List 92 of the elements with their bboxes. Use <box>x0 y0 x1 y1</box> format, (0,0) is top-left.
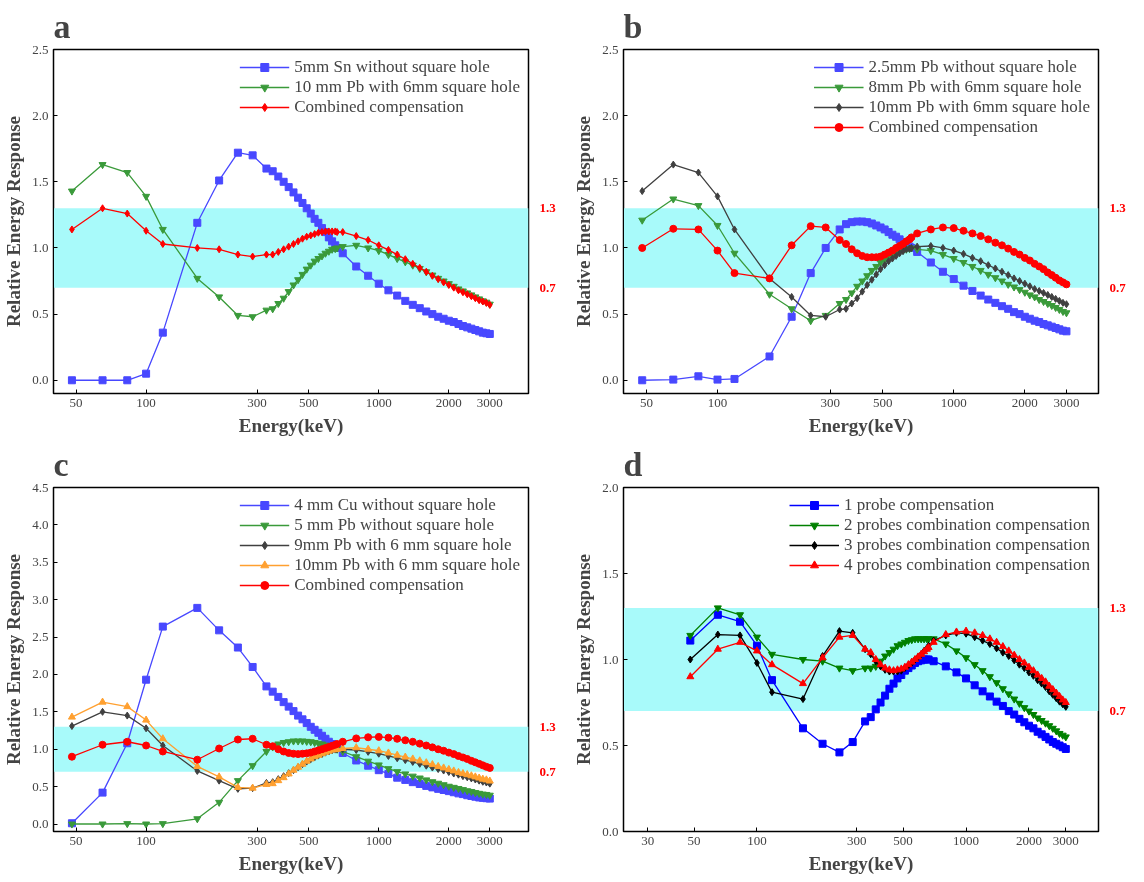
y-tick-label: 1.5 <box>602 173 619 189</box>
x-tick-label: 1000 <box>940 394 967 410</box>
x-tick-label: 2000 <box>435 394 462 410</box>
y-tick-label: 0.5 <box>32 778 49 794</box>
x-tick-label: 100 <box>707 394 728 410</box>
x-tick-label: 30 <box>641 832 655 848</box>
y-axis-title: Relative Energy Response <box>573 553 595 766</box>
legend-label: 10mm Pb with 6 mm square hole <box>294 555 520 575</box>
x-tick-label: 3000 <box>1052 832 1079 848</box>
y-tick-label: 4.0 <box>32 516 49 532</box>
legend-label: 2.5mm Pb without square hole <box>868 57 1077 77</box>
x-tick-label: 1000 <box>365 832 392 848</box>
legend-label: Combined compensation <box>294 575 464 595</box>
x-axis-title: Energy(keV) <box>238 852 344 875</box>
text: 1.3 <box>1109 599 1127 615</box>
text: 0.7 <box>1109 703 1127 719</box>
y-tick-label: 0.5 <box>602 306 619 322</box>
y-tick-label: 1.0 <box>32 239 49 255</box>
legend-label: 2 probes combination compensation <box>844 515 1090 535</box>
legend-label: 4 mm Cu without square hole <box>294 495 496 515</box>
x-tick-label: 300 <box>247 832 267 848</box>
y-tick-label: 1.5 <box>32 703 49 719</box>
x-tick-label: 50 <box>69 832 83 848</box>
x-tick-label: 300 <box>846 832 867 848</box>
chart-title: c <box>53 445 69 483</box>
y-tick-label: 1.5 <box>602 565 619 581</box>
text: 0.7 <box>1109 279 1127 295</box>
x-tick-label: 50 <box>639 394 653 410</box>
x-tick-label: 1000 <box>953 832 980 848</box>
x-tick-label: 1000 <box>365 394 392 410</box>
y-axis-title: Relative Energy Response <box>573 115 595 328</box>
y-tick-label: 4.5 <box>32 479 49 495</box>
x-axis-title: Energy(keV) <box>238 414 344 437</box>
x-tick-label: 300 <box>820 394 840 410</box>
y-tick-label: 2.5 <box>32 41 49 57</box>
y-tick-label: 1.0 <box>602 239 619 255</box>
x-tick-label: 2000 <box>1015 832 1042 848</box>
x-tick-label: 2000 <box>435 832 462 848</box>
y-tick-label: 0.0 <box>602 372 619 388</box>
legend-label: 5 mm Pb without square hole <box>294 515 495 535</box>
x-tick-label: 3000 <box>1053 394 1080 410</box>
x-tick-label: 500 <box>872 394 893 410</box>
legend-label: 4 probes combination compensation <box>844 555 1090 575</box>
x-tick-label: 50 <box>687 832 701 848</box>
x-axis-title: Energy(keV) <box>808 852 914 875</box>
x-tick-label: 50 <box>69 394 83 410</box>
y-tick-label: 2.5 <box>32 629 49 645</box>
y-tick-label: 2.0 <box>32 107 49 123</box>
y-tick-label: 1.0 <box>32 741 49 757</box>
y-tick-label: 0.0 <box>602 823 619 839</box>
y-tick-label: 2.0 <box>32 666 49 682</box>
chart-title: a <box>53 7 71 45</box>
y-tick-label: 0.0 <box>32 816 49 832</box>
y-tick-label: 0.0 <box>32 372 49 388</box>
legend-label: Combined compensation <box>294 97 464 117</box>
legend-label: 3 probes combination compensation <box>844 535 1090 555</box>
text: 0.7 <box>539 763 557 779</box>
chart-title: d <box>623 445 643 483</box>
y-tick-label: 2.5 <box>602 41 619 57</box>
x-tick-label: 500 <box>298 832 319 848</box>
legend-label: Combined compensation <box>868 117 1039 137</box>
legend-label: 10mm Pb with 6mm square hole <box>868 97 1090 117</box>
y-tick-label: 1.5 <box>32 173 49 189</box>
x-tick-label: 300 <box>247 394 267 410</box>
x-tick-label: 500 <box>893 832 913 848</box>
y-tick-label: 0.5 <box>32 306 49 322</box>
chart-title: b <box>623 7 643 45</box>
x-tick-label: 500 <box>298 394 319 410</box>
legend-label: 9mm Pb with 6 mm square hole <box>294 535 512 555</box>
x-tick-label: 3000 <box>476 394 503 410</box>
x-tick-label: 100 <box>136 394 156 410</box>
legend-label: 5mm Sn without square hole <box>294 57 490 77</box>
y-axis-title: Relative Energy Response <box>3 553 25 766</box>
x-axis-title: Energy(keV) <box>808 414 914 437</box>
text: 1.3 <box>1109 200 1127 216</box>
x-tick-label: 100 <box>747 832 767 848</box>
x-tick-label: 2000 <box>1011 394 1038 410</box>
legend-label: 8mm Pb with 6mm square hole <box>868 77 1082 97</box>
x-tick-label: 3000 <box>476 832 503 848</box>
y-tick-label: 3.0 <box>32 591 49 607</box>
text: 1.3 <box>539 718 557 734</box>
text: 1.3 <box>539 200 557 216</box>
y-tick-label: 1.0 <box>602 651 619 667</box>
y-tick-label: 3.5 <box>32 554 49 570</box>
legend-label: 10 mm Pb with 6mm square hole <box>294 77 520 97</box>
y-tick-label: 2.0 <box>602 107 619 123</box>
legend-label: 1 probe compensation <box>844 495 995 515</box>
y-tick-label: 2.0 <box>602 479 619 495</box>
y-axis-title: Relative Energy Response <box>3 115 25 328</box>
text: 0.7 <box>539 279 557 295</box>
y-tick-label: 0.5 <box>602 737 619 753</box>
x-tick-label: 100 <box>136 832 156 848</box>
